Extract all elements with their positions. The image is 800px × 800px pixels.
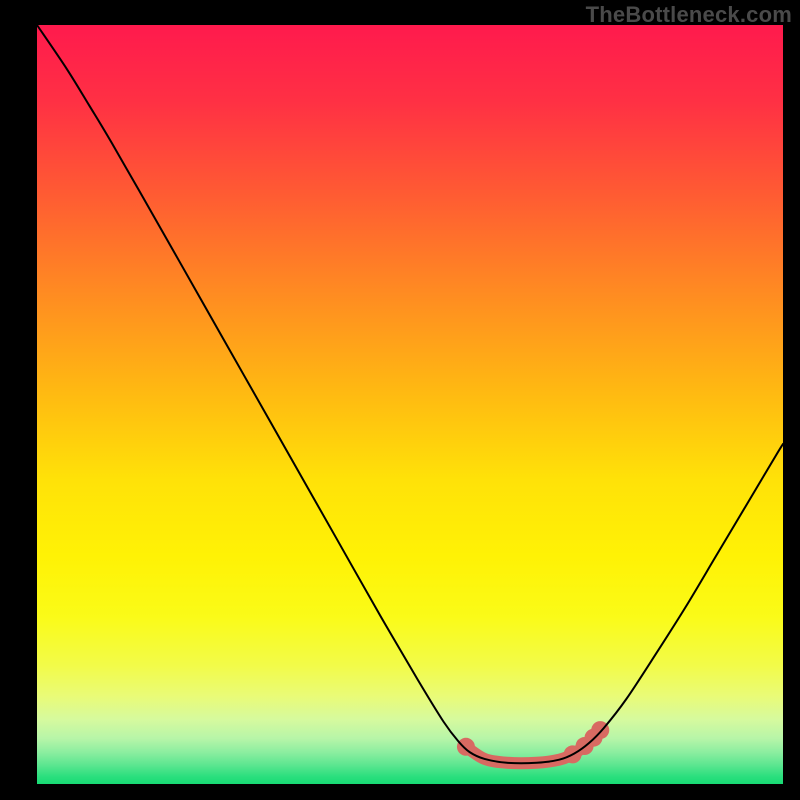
bottleneck-chart (0, 0, 800, 800)
chart-stage: TheBottleneck.com (0, 0, 800, 800)
watermark-text: TheBottleneck.com (586, 2, 792, 28)
plot-background (37, 25, 783, 784)
